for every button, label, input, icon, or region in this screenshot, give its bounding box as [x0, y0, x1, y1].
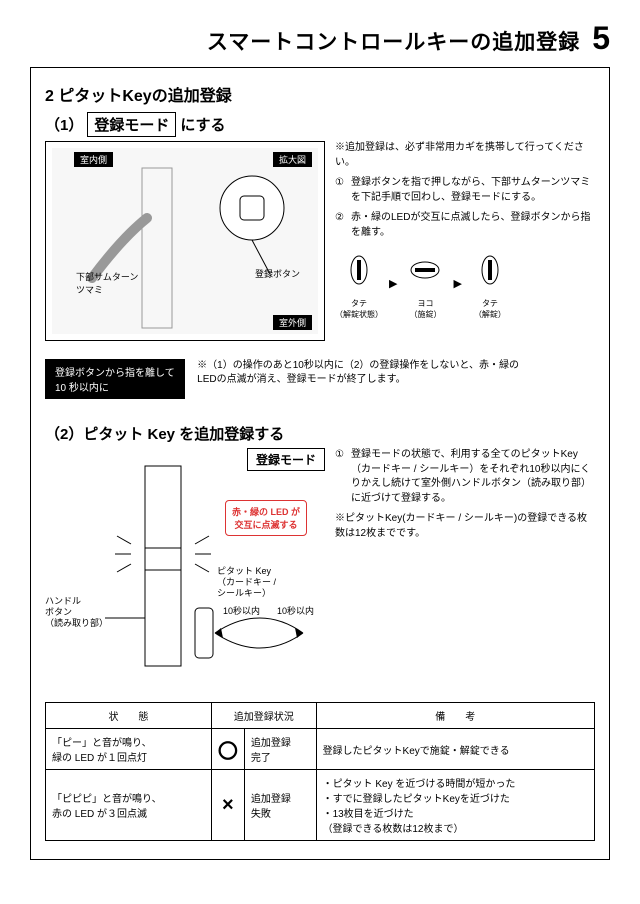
diagram-illustration: [52, 148, 318, 334]
num-1-icon: ①: [335, 176, 348, 205]
timing-note: ※（1）の操作のあと10秒以内に（2）の登録操作をしないと、赤・緑のLEDの点滅…: [197, 359, 537, 387]
note1: 登録ボタンを指で押しながら、下部サムターンツマミを下記手順で回わし、登録モードに…: [351, 176, 595, 205]
label-thumb: 下部サムターン ツマミ: [76, 270, 138, 296]
th-notes: 備 考: [316, 703, 594, 729]
led-balloon: 赤・緑の LED が 交互に点滅する: [225, 500, 307, 536]
turn-b-l1: ヨコ: [403, 298, 447, 310]
table-row: 「ピー」と音が鳴り、 緑の LED が１回点灯 〇 追加登録 完了 登録したピタ…: [46, 729, 595, 770]
turn-state-c: タテ （解錠）: [468, 250, 512, 321]
page-title: スマートコントロールキーの追加登録: [207, 26, 580, 56]
turn-a-l1: タテ: [335, 298, 383, 310]
main-content-box: 2 ピタットKeyの追加登録 （1） 登録モード にする 室内側 拡大図 室外側…: [30, 67, 610, 860]
step2-notes: ①登録モードの状態で、利用する全てのピタットKey（カードキー / シールキー）…: [335, 448, 595, 688]
num-1-icon: ①: [335, 448, 348, 506]
cell-state: 「ピピピ」と音が鳴り、 赤の LED が３回点滅: [46, 770, 212, 841]
turn-states: タテ （解錠状態） ▶ ヨコ （施錠） ▶ タテ （解錠）: [335, 250, 595, 321]
turn-a-l2: （解錠状態）: [335, 309, 383, 321]
th-state: 状 態: [46, 703, 212, 729]
cell-notes-list: ピタット Key を近づける時間が短かった すでに登録したピタットKeyを近づけ…: [316, 770, 594, 841]
step2-label: （2）ピタット Key を追加登録する: [45, 423, 595, 444]
cell-status: 追加登録 完了: [244, 729, 316, 770]
cell-symbol-ok: 〇: [211, 729, 244, 770]
s2-note2: ※ピタットKey(カードキー / シールキー)の登録できる枚数は12枚までです。: [335, 512, 595, 541]
label-zoom: 拡大図: [273, 152, 312, 167]
cell-note: 登録したピタットKeyで施錠・解錠できる: [316, 729, 594, 770]
turn-c-l2: （解錠）: [468, 309, 512, 321]
anno-t2: 10秒以内: [277, 606, 314, 617]
page-header: スマートコントロールキーの追加登録 5: [30, 20, 610, 57]
label-outer: 室外側: [273, 315, 312, 330]
cell-state: 「ピー」と音が鳴り、 緑の LED が１回点灯: [46, 729, 212, 770]
label-inner: 室内側: [74, 152, 113, 167]
result-table: 状 態 追加登録状況 備 考 「ピー」と音が鳴り、 緑の LED が１回点灯 〇…: [45, 702, 595, 841]
num-2-icon: ②: [335, 211, 348, 240]
cell-status: 追加登録 失敗: [244, 770, 316, 841]
list-item: すでに登録したピタットKeyを近づけた: [323, 790, 588, 805]
th-status: 追加登録状況: [211, 703, 316, 729]
note2: 赤・緑のLEDが交互に点滅したら、登録ボタンから指を離す。: [351, 211, 595, 240]
turn-state-b: ヨコ （施錠）: [403, 250, 447, 321]
step1-boxed: 登録モード: [87, 112, 176, 137]
turn-c-l1: タテ: [468, 298, 512, 310]
turn-b-l2: （施錠）: [403, 309, 447, 321]
page-number: 5: [592, 20, 610, 57]
anno-key: ピタット Key （カードキー / シールキー）: [217, 566, 276, 598]
arrow-icon: ▶: [453, 277, 461, 293]
step1-suffix: にする: [180, 114, 225, 135]
list-item: ピタット Key を近づける時間が短かった: [323, 775, 588, 790]
step1-diagram: 室内側 拡大図 室外側 登録ボタン 下部サムターン ツマミ: [45, 141, 325, 341]
cell-symbol-ng: ×: [211, 770, 244, 841]
timing-banner: 登録ボタンから指を離して 10 秒以内に: [45, 359, 185, 399]
label-register-btn: 登録ボタン: [255, 267, 300, 280]
step1-notes: ※追加登録は、必ず非常用カギを携帯して行ってください。 ①登録ボタンを指で押しな…: [335, 141, 595, 341]
note-asterisk: ※追加登録は、必ず非常用カギを携帯して行ってください。: [335, 141, 595, 170]
section-heading: 2 ピタットKeyの追加登録: [45, 82, 595, 106]
anno-t1: 10秒以内: [223, 606, 260, 617]
arrow-icon: ▶: [389, 277, 397, 293]
step1-prefix: （1）: [45, 114, 83, 135]
table-row: 「ピピピ」と音が鳴り、 赤の LED が３回点滅 × 追加登録 失敗 ピタット …: [46, 770, 595, 841]
s2-note1: 登録モードの状態で、利用する全てのピタットKey（カードキー / シールキー）を…: [351, 448, 595, 506]
step1-label: （1） 登録モード にする: [45, 112, 595, 137]
step2-diagram: 登録モード 赤・緑の LED が 交互に点滅する ハンド: [45, 448, 325, 688]
list-item: 13枚目を近づけた （登録できる枚数は12枚まで）: [323, 805, 588, 835]
anno-handle: ハンドル ボタン （読み取り部）: [45, 596, 108, 628]
step2-illustration: [45, 448, 325, 688]
mode-badge: 登録モード: [247, 448, 325, 471]
turn-state-a: タテ （解錠状態）: [335, 250, 383, 321]
